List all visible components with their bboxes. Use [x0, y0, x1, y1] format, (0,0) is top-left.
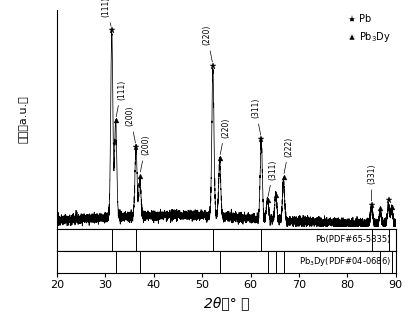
Text: 强度（a.u.）: 强度（a.u.）: [18, 95, 28, 143]
Text: Pb$_3$Dy(PDF#04-0686): Pb$_3$Dy(PDF#04-0686): [299, 255, 391, 268]
Text: (111): (111): [116, 80, 126, 117]
Legend: Pb, Pb$_3$Dy: Pb, Pb$_3$Dy: [349, 14, 391, 44]
Text: (222): (222): [284, 137, 294, 173]
Text: (311): (311): [251, 98, 261, 135]
Text: (220): (220): [220, 118, 230, 155]
Text: (200): (200): [140, 135, 150, 172]
Text: (331): (331): [367, 164, 376, 201]
Text: (220): (220): [203, 25, 212, 62]
Text: 2θ（° ）: 2θ（° ）: [204, 297, 249, 311]
Text: Pb(PDF#65-5835): Pb(PDF#65-5835): [315, 235, 391, 244]
Text: (200): (200): [126, 106, 135, 143]
Text: (311): (311): [268, 159, 278, 197]
Text: (111): (111): [102, 0, 111, 26]
